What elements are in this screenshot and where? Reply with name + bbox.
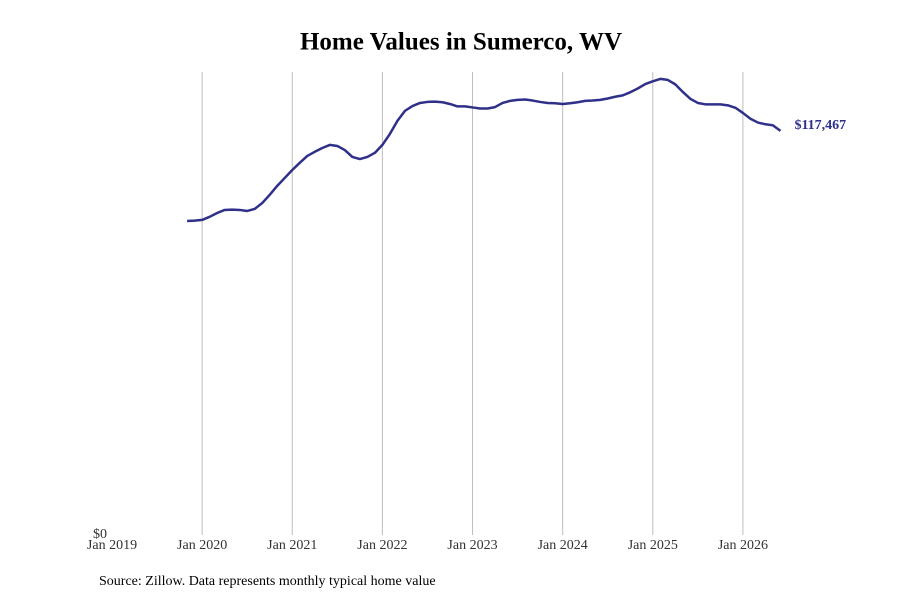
- chart-title: Home Values in Sumerco, WV: [300, 29, 622, 56]
- x-tick-label: Jan 2020: [177, 538, 227, 553]
- source-note: Source: Zillow. Data represents monthly …: [99, 574, 436, 589]
- x-tick-label: Jan 2025: [628, 538, 678, 553]
- x-tick-label: Jan 2022: [357, 538, 407, 553]
- x-tick-label: Jan 2026: [718, 538, 768, 553]
- x-tick-label: Jan 2021: [267, 538, 317, 553]
- x-tick-label: Jan 2023: [447, 538, 497, 553]
- x-tick-label: Jan 2019: [87, 538, 137, 553]
- x-tick-label: Jan 2024: [538, 538, 588, 553]
- value-label: $117,467: [794, 118, 846, 133]
- y-tick-label: $0: [93, 527, 107, 542]
- series-line: [187, 77, 782, 223]
